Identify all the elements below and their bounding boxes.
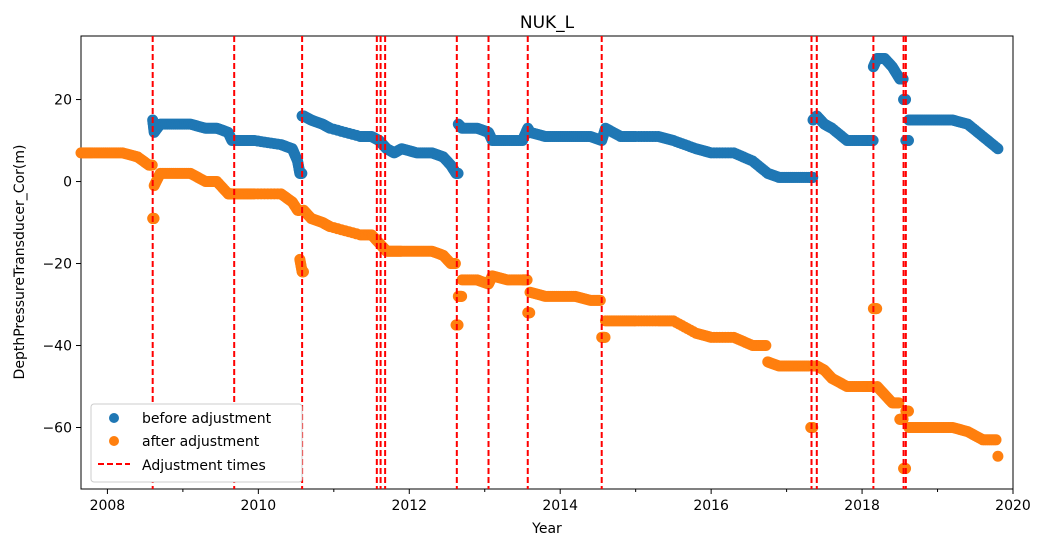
data-point	[992, 143, 1004, 155]
y-tick-label: −20	[42, 257, 72, 273]
data-point	[297, 266, 309, 278]
data-point	[807, 422, 819, 434]
data-point	[992, 450, 1004, 462]
data-point	[902, 405, 914, 417]
y-axis-label: DepthPressureTransducer_Cor(m)	[12, 145, 28, 380]
series-after-adjustment	[75, 147, 1004, 475]
x-tick-label: 2008	[90, 498, 126, 514]
x-tick-label: 2012	[391, 498, 427, 514]
legend-marker-after-adjustment	[109, 436, 119, 446]
y-tick-label: 20	[54, 93, 72, 109]
x-tick-label: 2014	[542, 498, 578, 514]
data-point	[148, 212, 160, 224]
data-point	[524, 307, 536, 319]
data-point	[452, 167, 464, 179]
x-tick-label: 2016	[693, 498, 729, 514]
legend-frame	[90, 403, 303, 483]
x-tick-label: 2010	[241, 498, 277, 514]
y-tick-label: 0	[63, 175, 72, 191]
data-point	[893, 397, 905, 409]
chart-title: NUK_L	[520, 13, 575, 33]
data-point	[760, 340, 772, 352]
legend-marker-before-adjustment	[109, 413, 119, 423]
x-axis-label: Year	[531, 521, 562, 537]
x-axis-ticks: 2008 2010 2012 2014 2016 2018 2020	[90, 489, 1031, 514]
series-adjustment-times	[151, 36, 907, 489]
data-point	[456, 290, 468, 302]
x-tick-label: 2020	[995, 498, 1031, 514]
legend-label-before-adjustment: before adjustment	[142, 411, 272, 427]
data-point	[449, 258, 461, 270]
y-tick-label: −40	[42, 339, 72, 355]
data-point	[594, 294, 606, 306]
y-axis-ticks: 20 0 −20 −40 −60	[42, 93, 81, 437]
data-point	[452, 319, 464, 331]
x-tick-label: 2018	[844, 498, 880, 514]
data-point	[902, 135, 914, 147]
legend: before adjustment after adjustment Adjus…	[90, 403, 303, 483]
data-point	[807, 171, 819, 183]
legend-label-adjustment-times: Adjustment times	[142, 458, 266, 474]
legend-label-after-adjustment: after adjustment	[142, 434, 260, 450]
data-point	[990, 434, 1002, 446]
y-tick-label: −60	[42, 421, 72, 437]
